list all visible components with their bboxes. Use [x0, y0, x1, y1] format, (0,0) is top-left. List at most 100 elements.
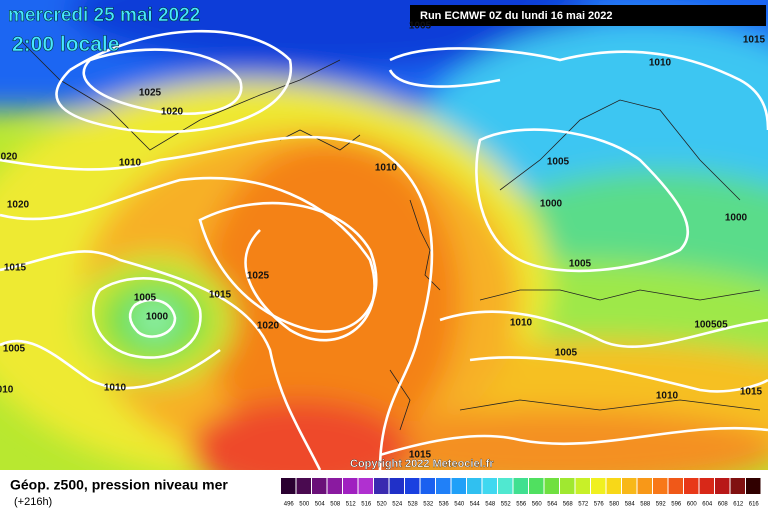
isobar: [0, 176, 376, 342]
color-swatch: [591, 478, 606, 494]
level-label: 596: [671, 502, 682, 508]
color-swatch: [312, 478, 327, 494]
isobar-label: 1000: [146, 312, 169, 323]
isobar-label: 1025: [247, 271, 270, 282]
level-label: 608: [718, 502, 729, 508]
isobar-label: 100505: [694, 320, 728, 331]
coastline: [389, 99, 761, 431]
isobar: [379, 426, 768, 457]
level-label: 572: [578, 502, 589, 508]
isobar-label: 1005: [555, 348, 578, 359]
run-banner: [410, 5, 766, 26]
level-label: 592: [656, 502, 667, 508]
color-swatch: [436, 478, 451, 494]
color-swatch: [606, 478, 621, 494]
isobar: [0, 250, 322, 470]
color-swatch: [451, 478, 466, 494]
isobar-label: 1005: [409, 21, 432, 32]
level-label: 604: [702, 502, 713, 508]
color-swatch: [529, 478, 544, 494]
color-swatch: [730, 478, 745, 494]
color-swatch: [281, 478, 296, 494]
isobar-label: 1000: [725, 213, 748, 224]
level-label: 612: [733, 502, 744, 508]
isobar: [439, 310, 768, 393]
level-label: 548: [485, 502, 496, 508]
colorbar: 496 500 504 508 512 516 520 524 528 532 536 540 544 5…: [281, 478, 761, 508]
isobar-label: 1000: [540, 199, 563, 210]
isobar: [475, 128, 690, 273]
level-label: 540: [454, 502, 465, 508]
isobar: [198, 201, 378, 333]
date-title: mercredi 25 mai 2022: [8, 5, 200, 26]
level-label: 504: [315, 502, 326, 508]
legend-title: Géop. z500, pression niveau mer: [10, 477, 228, 493]
isobar-label: 1020: [257, 321, 280, 332]
color-swatch: [653, 478, 668, 494]
level-label: 500: [299, 502, 310, 508]
level-label: 576: [594, 502, 605, 508]
color-swatch: [715, 478, 730, 494]
color-swatch: [358, 478, 373, 494]
level-label: 560: [532, 502, 543, 508]
level-label: 564: [547, 502, 558, 508]
time-title: 2:00 locale: [12, 33, 119, 56]
color-swatch: [498, 478, 513, 494]
level-label: 584: [625, 502, 636, 508]
copyright: Copyright 2022 Meteociel.fr: [350, 458, 494, 470]
color-swatch: [746, 478, 761, 494]
map-field: [0, 0, 768, 470]
level-label: 544: [470, 502, 481, 508]
isobar-labels: 1025 1020 1010 020 1020 1015 1005 1000 1015 1025 1…: [0, 21, 766, 461]
level-label: 496: [284, 502, 295, 508]
level-label: 516: [361, 502, 372, 508]
color-swatch: [374, 478, 389, 494]
isobar-label: 1025: [139, 88, 162, 99]
level-label: 556: [516, 502, 527, 508]
color-swatch: [467, 478, 482, 494]
level-label: 524: [392, 502, 403, 508]
level-label: 600: [687, 502, 698, 508]
level-label: 588: [640, 502, 651, 508]
level-label: 512: [346, 502, 357, 508]
color-swatch: [544, 478, 559, 494]
isobar-label: 020: [1, 152, 18, 163]
color-swatch: [699, 478, 714, 494]
lead-time: (+216h): [14, 496, 52, 508]
level-label: 536: [439, 502, 450, 508]
isobar: [0, 339, 221, 390]
color-swatch: [560, 478, 575, 494]
isobar-label: 1005: [134, 293, 157, 304]
isobar-label: 1005: [3, 344, 26, 355]
color-swatch: [327, 478, 342, 494]
isobar-label: 010: [0, 385, 14, 396]
isobar-label: 1005: [547, 157, 570, 168]
level-label: 528: [408, 502, 419, 508]
level-label: 616: [749, 502, 760, 508]
run-info: Run ECMWF 0Z du lundi 16 mai 2022: [420, 10, 613, 22]
isobar-label: 1010: [656, 391, 679, 402]
color-swatch: [343, 478, 358, 494]
isobar-label: 1010: [375, 163, 398, 174]
isobar-label: 1020: [7, 200, 30, 211]
color-swatch: [622, 478, 637, 494]
isobar: [55, 29, 293, 134]
isobar-label: 1010: [119, 158, 142, 169]
color-swatch: [296, 478, 311, 494]
isobar-label: 1015: [4, 263, 27, 274]
color-swatch: [668, 478, 683, 494]
isobar: [91, 277, 202, 359]
isobar: [128, 298, 177, 338]
level-label: 552: [501, 502, 512, 508]
isobar-label: 1015: [209, 290, 232, 301]
color-swatch: [513, 478, 528, 494]
isobar: [82, 48, 243, 116]
color-swatch: [405, 478, 420, 494]
color-swatch: [637, 478, 652, 494]
color-swatch: [575, 478, 590, 494]
isobar-label: 1010: [649, 58, 672, 69]
level-label: 580: [609, 502, 620, 508]
isobar-label: 1015: [740, 387, 763, 398]
